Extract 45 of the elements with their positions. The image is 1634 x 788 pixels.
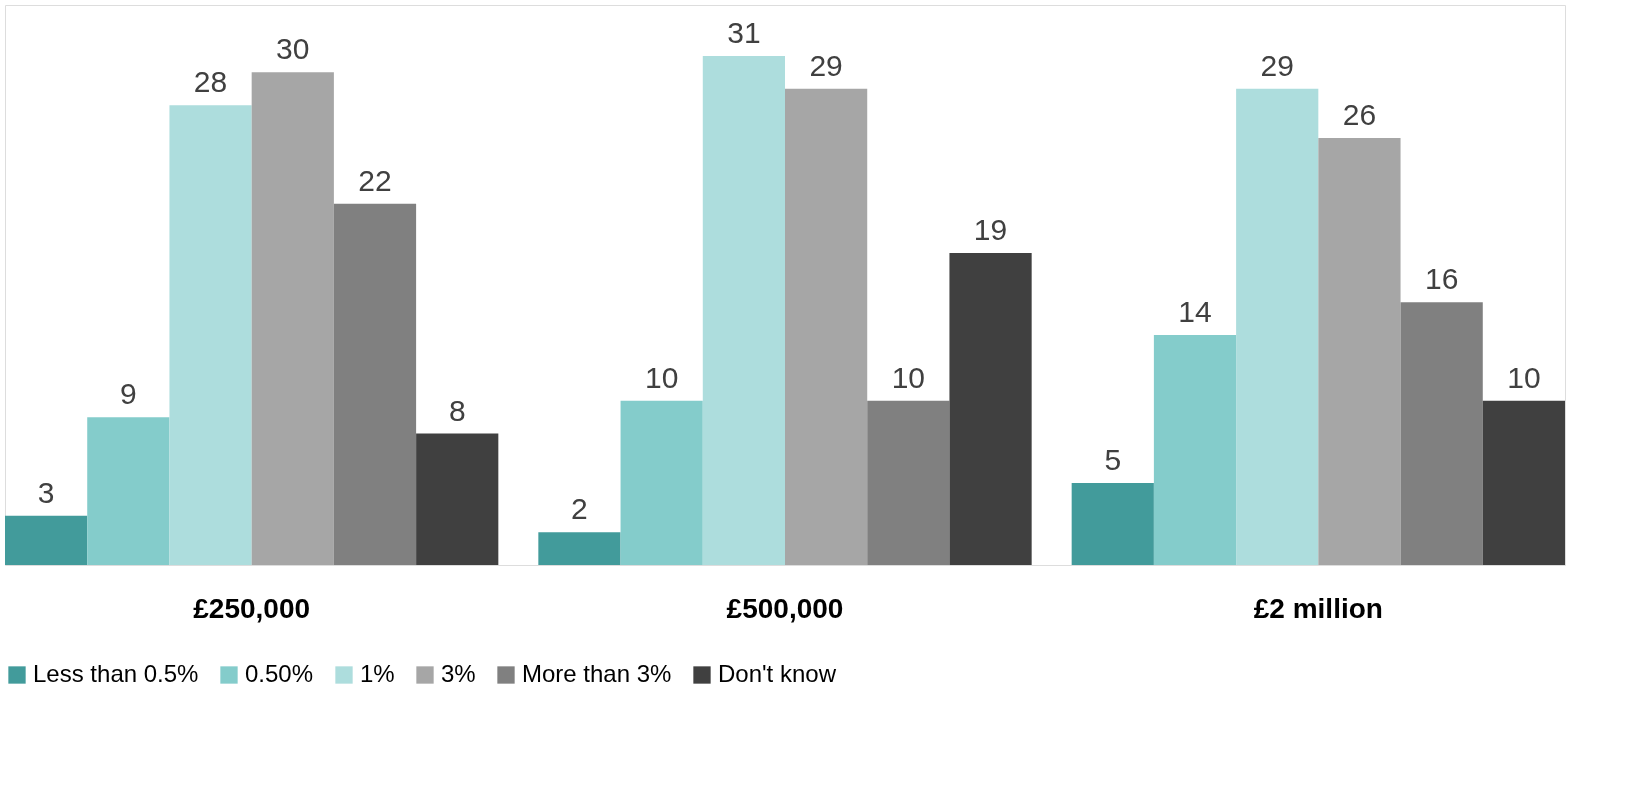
bar: [1400, 302, 1483, 565]
bar: [416, 433, 499, 565]
x-tick-label: £2 million: [1253, 592, 1383, 624]
data-label: 29: [809, 48, 843, 82]
legend-label: More than 3%: [522, 660, 672, 687]
data-label: 22: [358, 163, 392, 197]
bar: [1318, 138, 1401, 565]
data-label: 16: [1424, 262, 1459, 296]
bar: [251, 72, 334, 565]
data-label: 3: [37, 475, 55, 509]
x-tick-label: £250,000: [193, 592, 311, 624]
data-label: 31: [727, 15, 761, 49]
legend-label: 0.50%: [245, 660, 314, 687]
data-label: 10: [891, 360, 926, 394]
bar: [702, 55, 785, 565]
legend-label: Less than 0.5%: [33, 660, 199, 687]
data-label: 10: [644, 360, 679, 394]
bar: [87, 417, 170, 565]
bar: [1071, 482, 1154, 565]
bar: [785, 88, 868, 565]
data-label: 26: [1342, 98, 1377, 132]
bar: [1153, 335, 1237, 565]
data-label: 5: [1104, 442, 1122, 476]
data-label: 30: [276, 32, 310, 66]
bar: [620, 400, 703, 565]
bar: [1482, 400, 1565, 565]
legend-label: 3%: [441, 660, 476, 687]
bar: [949, 252, 1032, 565]
data-label: 19: [973, 212, 1008, 246]
bar: [538, 532, 621, 565]
data-label: 9: [119, 377, 137, 411]
data-label: 2: [571, 492, 588, 526]
data-label: 28: [193, 65, 228, 99]
legend-label: Don't know: [718, 660, 837, 687]
bar: [333, 203, 417, 565]
data-label: 29: [1260, 48, 1294, 82]
data-label: 10: [1507, 360, 1541, 394]
bar: [1236, 88, 1319, 565]
data-label: 8: [448, 393, 466, 427]
x-tick-label: £500,000: [726, 592, 844, 624]
bar: [169, 105, 252, 565]
data-label: 14: [1178, 295, 1212, 329]
legend-label: 1%: [360, 660, 395, 687]
bar: [867, 400, 950, 565]
bar: [5, 515, 88, 565]
